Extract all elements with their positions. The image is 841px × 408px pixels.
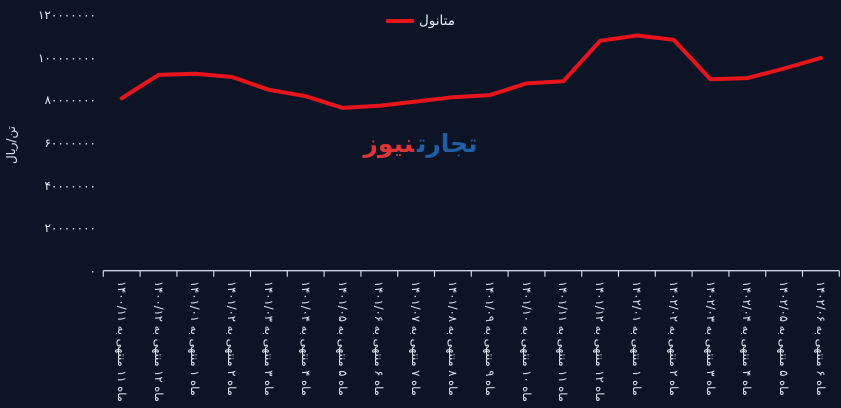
x-tick-label: ماه ۴ منتهی به ۱۴۰۱/۰۴ (298, 281, 313, 396)
watermark-word-news: نیوز (363, 129, 414, 158)
x-tick-label: ماه ۶ منتهی به ۱۴۰۲/۰۶ (813, 281, 828, 396)
y-tick-label: ۱۲۰۰۰۰۰۰۰ (37, 8, 96, 23)
y-tick-label: ۶۰۰۰۰۰۰۰ (44, 136, 96, 150)
x-tick-label: ماه ۵ منتهی به ۱۴۰۲/۰۵ (777, 281, 792, 396)
series-line-methanol (119, 33, 823, 110)
legend: متانول (0, 13, 841, 29)
legend-label: متانول (419, 13, 455, 29)
tejarat-news-watermark: تجارتنیوز (363, 129, 477, 158)
x-tick-label: ماه ۱۱ منتهی به ۱۴۰۰/۱۱ (114, 281, 129, 402)
x-tick-label: ماه ۲ منتهی به ۱۴۰۲/۰۲ (666, 281, 681, 396)
x-tick-label: ماه ۱۲ منتهی به ۱۴۰۰/۱۲ (151, 281, 166, 402)
x-tick-label: ماه ۱۲ منتهی به ۱۴۰۱/۱۲ (593, 281, 608, 402)
x-tick-label: ماه ۳ منتهی به ۱۴۰۲/۰۳ (703, 281, 718, 396)
x-tick-label: ماه ۵ منتهی به ۱۴۰۱/۰۵ (335, 281, 350, 396)
x-tick-label: ماه ۳ منتهی به ۱۴۰۱/۰۳ (261, 281, 276, 396)
x-tick-label: ماه ۱۰ منتهی به ۱۴۰۱/۱۰ (519, 281, 534, 402)
y-tick-label: ۰ (89, 263, 96, 278)
y-tick-label: ۸۰۰۰۰۰۰۰ (44, 93, 96, 108)
watermark-word-tejarat: تجارت (416, 129, 478, 158)
y-tick-label: ۲۰۰۰۰۰۰۰ (44, 221, 96, 236)
x-tick-label: ماه ۴ منتهی به ۱۴۰۲/۰۴ (740, 281, 755, 396)
x-tick-label: ماه ۱۱ منتهی به ۱۴۰۱/۱۱ (556, 281, 571, 402)
y-tick-label: ۴۰۰۰۰۰۰۰ (44, 178, 96, 193)
legend-line-marker (386, 19, 415, 23)
x-tick-label: ماه ۱ منتهی به ۱۴۰۱/۰۱ (188, 281, 203, 396)
x-tick-label: ماه ۶ منتهی به ۱۴۰۱/۰۶ (372, 281, 387, 396)
y-tick-label: ۱۰۰۰۰۰۰۰۰ (37, 50, 96, 65)
x-tick-label: ماه ۹ منتهی به ۱۴۰۱/۰۹ (482, 281, 497, 396)
x-tick-label: ماه ۸ منتهی به ۱۴۰۱/۰۸ (445, 281, 460, 396)
x-tick-label: ماه ۲ منتهی به ۱۴۰۱/۰۲ (225, 281, 240, 396)
x-tick-label: ماه ۷ منتهی به ۱۴۰۱/۰۷ (409, 281, 424, 396)
x-tick-label: ماه ۱ منتهی به ۱۴۰۲/۰۱ (629, 281, 644, 396)
